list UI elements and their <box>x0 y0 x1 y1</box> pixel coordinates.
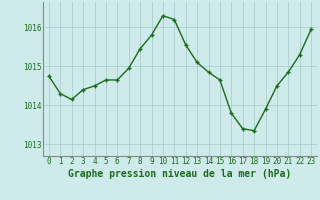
X-axis label: Graphe pression niveau de la mer (hPa): Graphe pression niveau de la mer (hPa) <box>68 169 292 179</box>
